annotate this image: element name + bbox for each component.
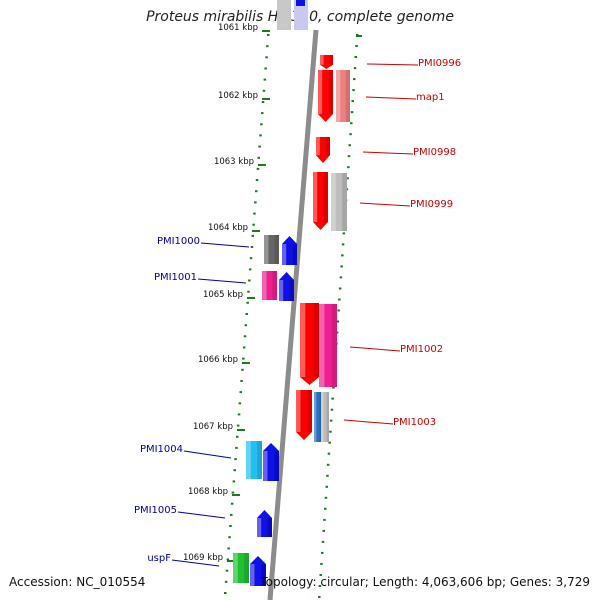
gene-arrow: [318, 70, 333, 122]
gene-arrow: [257, 510, 272, 537]
inner-track-dots: [224, 34, 270, 594]
gene-label: PMI1005: [133, 505, 177, 516]
gene-label: PMI0996: [418, 58, 462, 69]
leader-line: [362, 151, 414, 155]
tick-label: 1064 kbp: [207, 223, 248, 233]
gene-arrow: [250, 556, 266, 586]
tick-mark: [242, 362, 250, 364]
cog-box: [233, 553, 249, 583]
leader-line: [183, 450, 232, 459]
leader-line: [171, 559, 220, 567]
tick-mark: [247, 297, 255, 299]
tick-mark: [262, 98, 270, 100]
top-fragment: [277, 0, 308, 30]
gene-arrow: [263, 443, 279, 481]
gene-arrow: [296, 390, 312, 440]
tick-label: 1066 kbp: [197, 355, 238, 365]
gene-label: PMI1004: [139, 444, 183, 455]
tick-mark: [227, 560, 235, 562]
tick-label: 1067 kbp: [192, 422, 233, 432]
leader-line: [365, 96, 417, 100]
gene-label: PMI1001: [153, 272, 197, 283]
gene-label: PMI0998: [413, 147, 457, 158]
genome-stats-text: Topology: circular; Length: 4,063,606 bp…: [260, 575, 590, 589]
leader-line: [177, 511, 226, 519]
leader-line: [359, 202, 411, 207]
cog-box: [314, 392, 322, 442]
tick-marks: [227, 30, 270, 562]
cog-box: [246, 441, 262, 479]
cog-box: [319, 304, 337, 387]
accession-text: Accession: NC_010554: [9, 575, 146, 589]
tick-label: 1062 kbp: [217, 91, 258, 101]
genome-backbone: [267, 29, 319, 600]
cog-box: [321, 392, 329, 442]
gene-label: map1: [416, 92, 445, 103]
label-leaders: [171, 63, 419, 567]
tick-mark: [252, 230, 260, 232]
tick-mark: [262, 30, 270, 32]
tick-label: 1061 kbp: [217, 23, 258, 33]
gene-arrow: [282, 236, 297, 265]
gene-features: [233, 55, 350, 586]
leader-line: [349, 346, 401, 352]
gene-arrow: [313, 172, 328, 230]
cog-box: [331, 173, 347, 231]
gene-label: PMI1002: [400, 344, 444, 355]
gene-label: uspF: [147, 553, 171, 564]
gene-arrow: [316, 137, 330, 163]
leader-line: [197, 278, 247, 284]
cog-box: [262, 271, 277, 300]
tick-mark: [258, 164, 266, 166]
cog-box: [264, 235, 279, 264]
gene-arrow: [279, 272, 294, 301]
tick-label: 1063 kbp: [213, 157, 254, 167]
gene-label: PMI1000: [156, 236, 200, 247]
cog-box: [336, 70, 350, 122]
tick-label: 1068 kbp: [187, 487, 228, 497]
gene-label: PMI0999: [410, 199, 454, 210]
tick-mark: [237, 429, 245, 431]
tick-label: 1065 kbp: [202, 290, 243, 300]
leader-line: [200, 242, 250, 248]
tick-mark: [232, 494, 240, 496]
leader-line: [366, 63, 419, 66]
leader-line: [343, 419, 394, 425]
tick-label: 1069 kbp: [182, 553, 223, 563]
gene-arrow: [320, 55, 333, 69]
gene-arrow: [300, 303, 319, 385]
gene-label: PMI1003: [393, 417, 437, 428]
